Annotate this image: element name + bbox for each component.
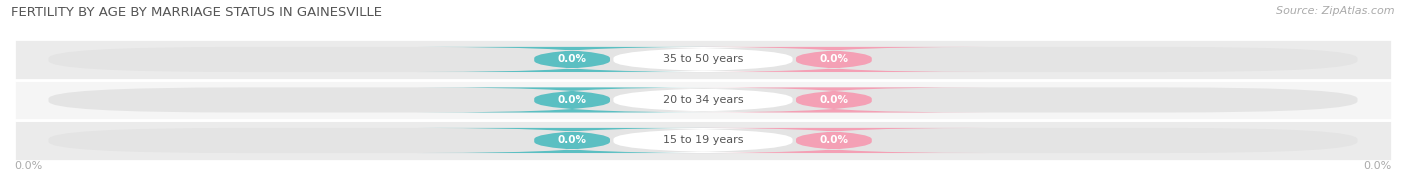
Text: 0.0%: 0.0% xyxy=(558,54,586,64)
Bar xyxy=(14,39,1392,80)
Bar xyxy=(14,120,1392,161)
Text: 0.0%: 0.0% xyxy=(820,135,848,145)
Text: 15 to 19 years: 15 to 19 years xyxy=(662,135,744,145)
FancyBboxPatch shape xyxy=(48,128,1358,153)
FancyBboxPatch shape xyxy=(679,47,988,72)
Text: FERTILITY BY AGE BY MARRIAGE STATUS IN GAINESVILLE: FERTILITY BY AGE BY MARRIAGE STATUS IN G… xyxy=(11,6,382,19)
Text: 0.0%: 0.0% xyxy=(820,95,848,105)
FancyBboxPatch shape xyxy=(679,87,988,113)
FancyBboxPatch shape xyxy=(600,128,806,153)
Text: Source: ZipAtlas.com: Source: ZipAtlas.com xyxy=(1277,6,1395,16)
FancyBboxPatch shape xyxy=(48,47,1358,72)
Text: 35 to 50 years: 35 to 50 years xyxy=(662,54,744,64)
Text: 0.0%: 0.0% xyxy=(820,54,848,64)
Bar xyxy=(14,80,1392,120)
FancyBboxPatch shape xyxy=(679,128,988,153)
Text: 0.0%: 0.0% xyxy=(14,161,42,171)
Text: 0.0%: 0.0% xyxy=(558,95,586,105)
FancyBboxPatch shape xyxy=(418,128,727,153)
FancyBboxPatch shape xyxy=(418,87,727,113)
Text: 0.0%: 0.0% xyxy=(558,135,586,145)
FancyBboxPatch shape xyxy=(48,87,1358,113)
Text: 0.0%: 0.0% xyxy=(1364,161,1392,171)
FancyBboxPatch shape xyxy=(418,47,727,72)
Text: 20 to 34 years: 20 to 34 years xyxy=(662,95,744,105)
FancyBboxPatch shape xyxy=(600,87,806,113)
FancyBboxPatch shape xyxy=(600,47,806,72)
